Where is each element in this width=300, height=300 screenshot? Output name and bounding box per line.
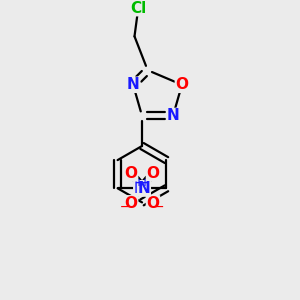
Text: N: N <box>137 181 150 196</box>
Text: O: O <box>124 196 138 211</box>
Text: Cl: Cl <box>130 1 146 16</box>
Text: O: O <box>176 77 188 92</box>
Text: N: N <box>127 77 140 92</box>
Text: O: O <box>124 166 138 181</box>
Text: N: N <box>167 108 179 123</box>
Text: +: + <box>135 178 143 188</box>
Text: O: O <box>146 196 160 211</box>
Text: −: − <box>155 202 165 212</box>
Text: N: N <box>134 181 147 196</box>
Text: +: + <box>141 178 149 188</box>
Text: −: − <box>119 202 129 212</box>
Text: O: O <box>146 166 160 181</box>
